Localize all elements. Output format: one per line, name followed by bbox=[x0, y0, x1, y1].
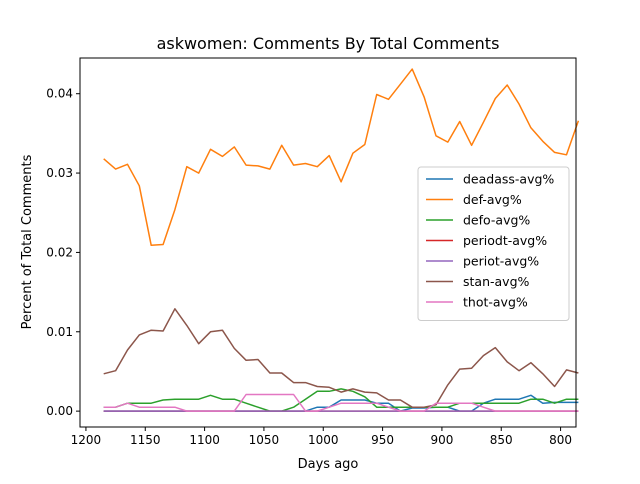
x-axis-label: Days ago bbox=[298, 457, 359, 472]
x-axis-ticks: 1200 1150 1100 1050 1000 950 900 850 800 bbox=[71, 427, 572, 447]
x-tick-label: 1050 bbox=[249, 433, 280, 447]
series-line-thot-avg- bbox=[103, 393, 579, 412]
y-tick-label: 0.02 bbox=[46, 245, 73, 259]
series-line-defo-avg- bbox=[103, 388, 579, 412]
y-tick-label: 0.01 bbox=[46, 325, 73, 339]
legend-box bbox=[417, 166, 570, 321]
chart-title: askwomen: Comments By Total Comments bbox=[157, 34, 500, 53]
legend-label: deadass-avg% bbox=[463, 172, 554, 187]
legend-label: stan-avg% bbox=[463, 274, 529, 289]
legend-label: thot-avg% bbox=[463, 295, 528, 310]
x-tick-label: 950 bbox=[371, 433, 394, 447]
legend-label: def-avg% bbox=[463, 192, 522, 207]
x-tick-label: 1150 bbox=[130, 433, 161, 447]
series-line-def-avg- bbox=[103, 68, 580, 247]
x-tick-label: 850 bbox=[490, 433, 513, 447]
x-tick-label: 1200 bbox=[71, 433, 102, 447]
y-tick-label: 0.04 bbox=[46, 87, 73, 101]
legend-label: defo-avg% bbox=[463, 213, 530, 228]
x-tick-label: 800 bbox=[549, 433, 572, 447]
y-tick-label: 0.00 bbox=[46, 404, 73, 418]
y-axis-ticks: 0.00 0.01 0.02 0.03 0.04 bbox=[46, 87, 80, 418]
y-tick-label: 0.03 bbox=[46, 166, 73, 180]
series-lines bbox=[103, 68, 580, 412]
legend-label: periot-avg% bbox=[463, 254, 539, 269]
series-line-stan-avg- bbox=[103, 308, 579, 408]
legend-label: periodt-avg% bbox=[463, 233, 547, 248]
x-tick-label: 1000 bbox=[308, 433, 339, 447]
y-axis-label: Percent of Total Comments bbox=[20, 154, 35, 329]
legend: deadass-avg% def-avg% defo-avg% periodt-avg… bbox=[417, 166, 570, 321]
x-tick-label: 1100 bbox=[189, 433, 220, 447]
x-tick-label: 900 bbox=[430, 433, 453, 447]
plot-frame bbox=[79, 57, 577, 428]
